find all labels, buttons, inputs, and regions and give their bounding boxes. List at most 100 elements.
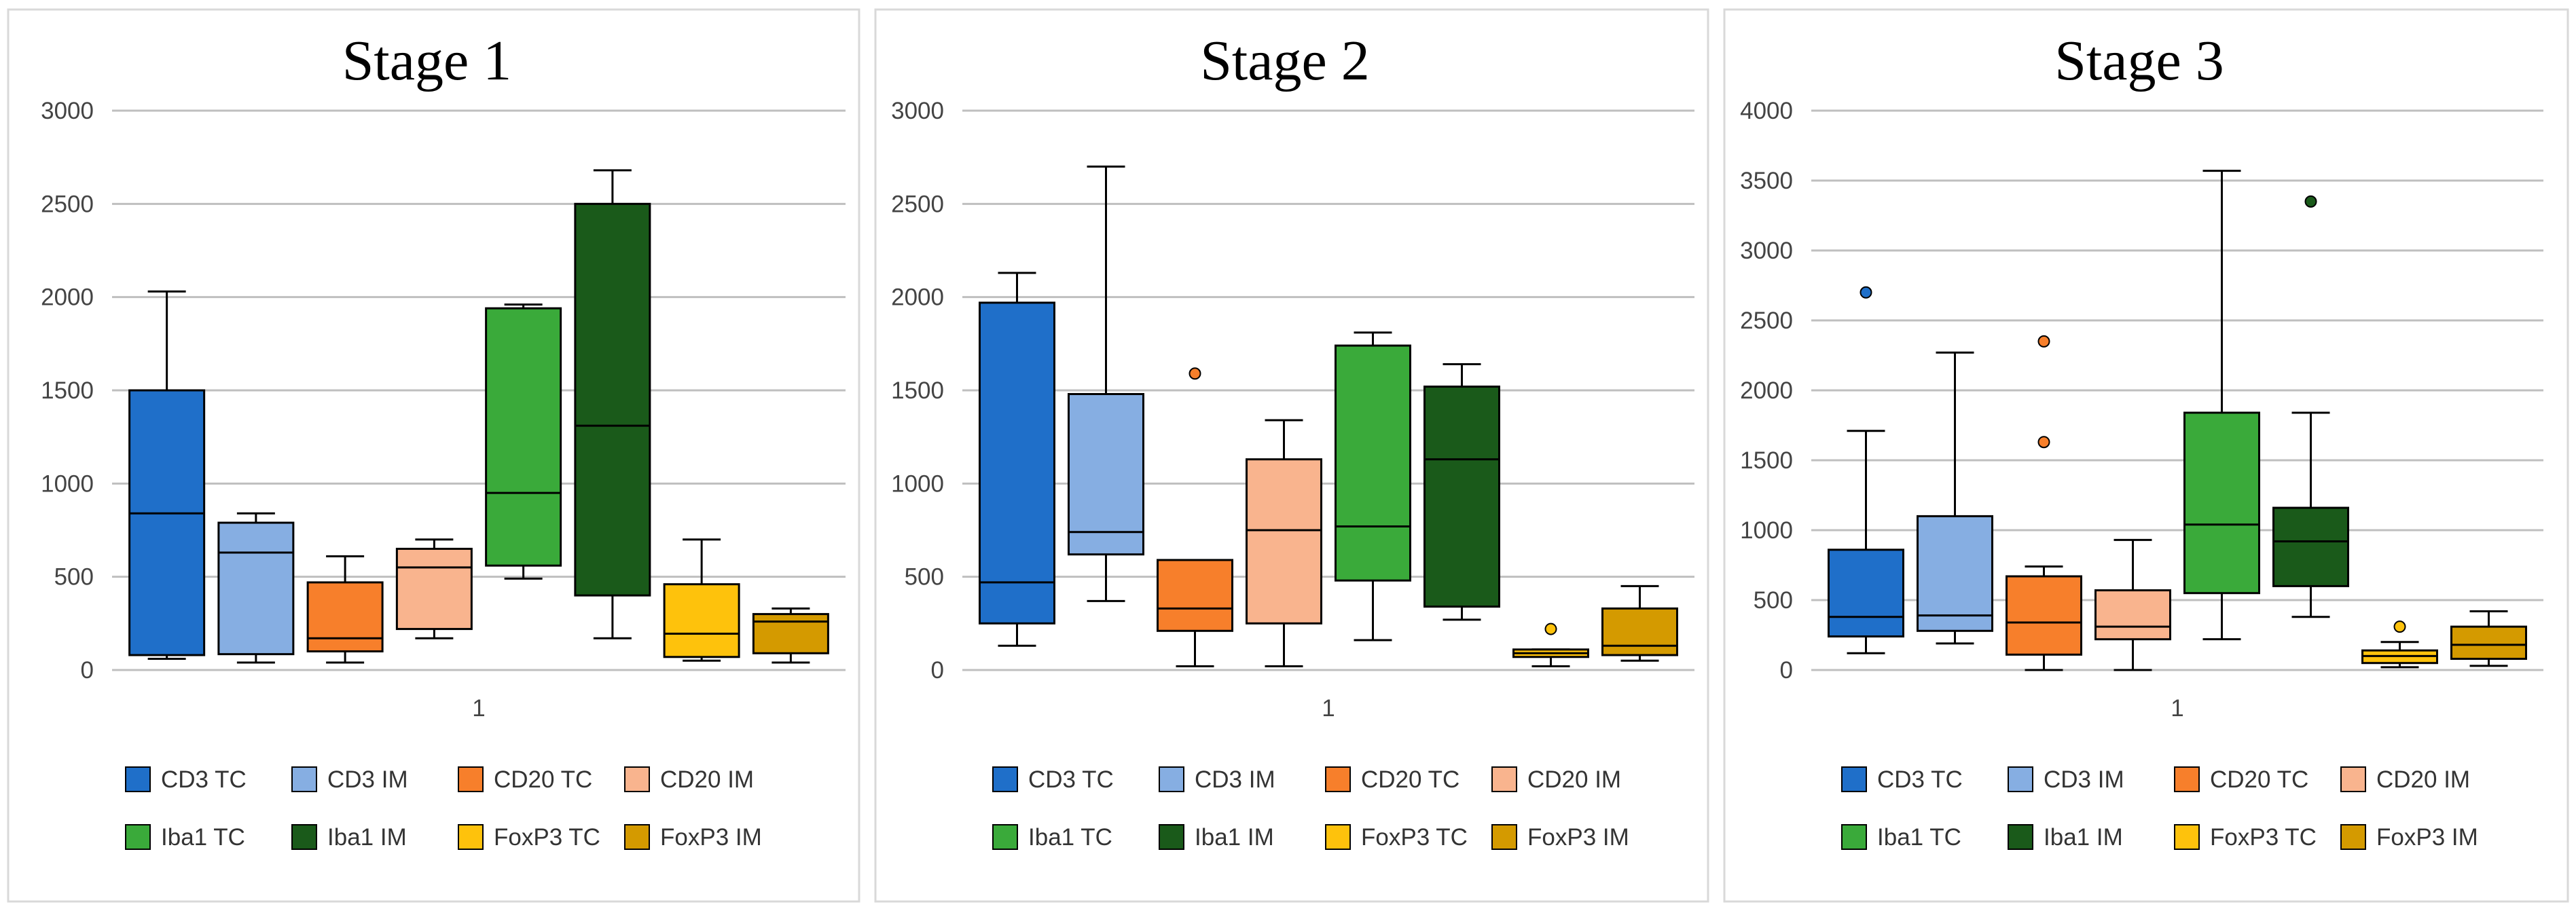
legend-item-iba1-tc: Iba1 TC <box>992 824 1112 851</box>
legend-label: CD20 IM <box>2376 766 2470 793</box>
box-iqr <box>485 307 562 567</box>
y-tick-label: 2000 <box>891 284 944 311</box>
legend-item-cd3-tc: CD3 TC <box>125 766 247 793</box>
legend-item-iba1-im: Iba1 IM <box>2008 824 2123 851</box>
legend-label: Iba1 IM <box>327 824 407 851</box>
legend-label: Iba1 IM <box>1195 824 1274 851</box>
legend-item-cd3-tc: CD3 TC <box>1841 766 1963 793</box>
legend-swatch <box>458 824 484 850</box>
legend-label: FoxP3 IM <box>1527 824 1629 851</box>
box-iba1-im <box>1423 363 1500 621</box>
legend-item-cd20-im: CD20 IM <box>2340 766 2470 793</box>
legend-label: CD20 TC <box>1361 766 1459 793</box>
box-foxp3-tc <box>1512 622 1589 668</box>
y-tick-label: 1500 <box>1740 447 1793 474</box>
box-iqr <box>2183 411 2260 595</box>
box-cd20-im <box>1246 419 1322 668</box>
y-tick-label: 4000 <box>1740 98 1793 124</box>
legend-item-cd3-im: CD3 IM <box>291 766 408 793</box>
legend-label: CD3 TC <box>1028 766 1114 793</box>
legend-item-foxp3-tc: FoxP3 TC <box>1325 824 1468 851</box>
box-iqr <box>979 301 1055 625</box>
box-iqr <box>1917 515 1993 632</box>
box-iqr <box>217 521 295 656</box>
legend-label: CD20 TC <box>2210 766 2308 793</box>
legend-item-cd20-tc: CD20 TC <box>458 766 592 793</box>
legend-label: CD3 TC <box>1877 766 1963 793</box>
x-tick-label: 1 <box>472 695 485 722</box>
y-tick-label: 2500 <box>41 191 94 217</box>
box-iqr <box>128 389 206 656</box>
box-iqr <box>2094 589 2171 641</box>
legend-label: CD3 IM <box>1195 766 1275 793</box>
y-tick-label: 2500 <box>891 191 944 217</box>
box-iqr <box>2450 625 2527 661</box>
chart-title: Stage 2 <box>1200 29 1370 92</box>
y-tick-label: 500 <box>1754 587 1793 614</box>
legend-swatch <box>2174 824 2200 850</box>
box-iba1-tc <box>1335 331 1411 642</box>
box-foxp3-tc <box>2361 620 2438 669</box>
legend-swatch <box>2174 766 2200 792</box>
legend-label: FoxP3 TC <box>494 824 600 851</box>
outlier-point <box>2037 436 2050 449</box>
y-tick-label: 0 <box>1780 657 1793 684</box>
legend-swatch <box>624 766 650 792</box>
legend-swatch <box>125 824 151 850</box>
y-tick-label: 1000 <box>41 470 94 497</box>
legend-swatch <box>125 766 151 792</box>
legend-label: CD20 IM <box>660 766 754 793</box>
legend-label: FoxP3 IM <box>2376 824 2478 851</box>
box-cd20-im <box>2094 538 2171 671</box>
box-iqr <box>1246 458 1322 625</box>
legend-label: FoxP3 IM <box>660 824 762 851</box>
box-cd20-tc <box>306 555 384 664</box>
outlier-point <box>2393 620 2406 633</box>
box-iba1-im <box>574 169 651 639</box>
y-tick-label: 1500 <box>891 377 944 404</box>
x-tick-label: 1 <box>2171 695 2183 722</box>
y-tick-label: 3000 <box>1740 238 1793 264</box>
y-tick-label: 0 <box>931 657 944 684</box>
legend-label: CD3 IM <box>2044 766 2124 793</box>
y-tick-label: 3000 <box>891 98 944 124</box>
legend-swatch <box>2340 824 2366 850</box>
box-iqr <box>663 583 740 658</box>
legend-swatch <box>291 824 317 850</box>
legend-swatch <box>2340 766 2366 792</box>
y-tick-label: 500 <box>905 564 944 591</box>
legend-swatch <box>992 766 1018 792</box>
x-tick-label: 1 <box>1322 695 1335 722</box>
legend-item-iba1-tc: Iba1 TC <box>125 824 245 851</box>
legend-label: CD3 IM <box>327 766 408 793</box>
box-cd3-im <box>1917 351 1993 645</box>
box-cd3-im <box>1068 165 1144 602</box>
outlier-point <box>2037 335 2050 348</box>
box-foxp3-im <box>1601 584 1678 662</box>
legend-item-cd20-tc: CD20 TC <box>1325 766 1459 793</box>
box-foxp3-tc <box>663 538 740 662</box>
box-cd20-tc <box>1157 367 1233 668</box>
legend-item-cd20-im: CD20 IM <box>624 766 754 793</box>
box-cd3-tc <box>1828 286 1904 654</box>
y-tick-label: 2500 <box>1740 308 1793 334</box>
legend-swatch <box>1325 824 1351 850</box>
box-iqr <box>2272 506 2349 587</box>
box-cd3-im <box>217 512 295 664</box>
chart-title: Stage 3 <box>2054 29 2224 92</box>
y-tick-label: 1500 <box>41 377 94 404</box>
y-tick-label: 3000 <box>41 98 94 124</box>
outlier-point <box>2304 195 2317 208</box>
legend-item-cd3-tc: CD3 TC <box>992 766 1114 793</box>
y-tick-label: 2000 <box>1740 377 1793 404</box>
y-tick-label: 2000 <box>41 284 94 311</box>
chart-panel-stage-3: Stage 3 0 500 1000 1500 2000 2500 3000 3500 4000 1… <box>1723 8 2569 903</box>
box-iqr <box>574 202 651 597</box>
box-cd20-tc <box>2006 335 2082 671</box>
y-tick-label: 0 <box>81 657 94 684</box>
legend-swatch <box>1841 766 1867 792</box>
legend-label: Iba1 IM <box>2044 824 2123 851</box>
y-tick-label: 500 <box>54 564 94 591</box>
legend-item-cd20-im: CD20 IM <box>1491 766 1621 793</box>
box-iba1-tc <box>2183 170 2260 641</box>
